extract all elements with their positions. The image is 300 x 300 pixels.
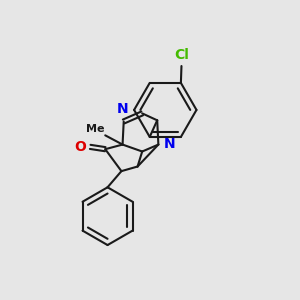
- Text: N: N: [117, 102, 128, 116]
- Text: N: N: [164, 137, 175, 151]
- Text: Me: Me: [85, 124, 104, 134]
- Text: Cl: Cl: [174, 48, 189, 62]
- Text: O: O: [74, 140, 86, 154]
